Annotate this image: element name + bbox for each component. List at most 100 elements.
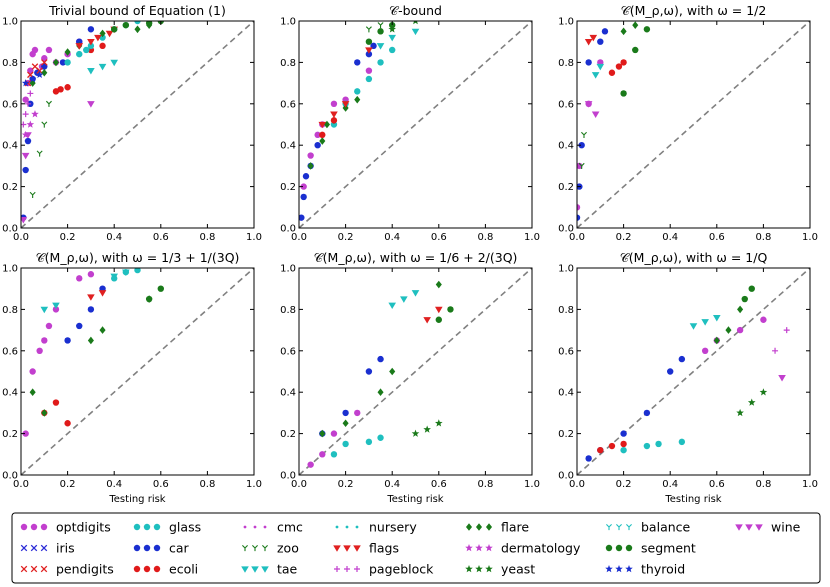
legend-marker-nursery — [345, 525, 349, 529]
legend-marker-zoo — [242, 545, 248, 552]
point-glass — [365, 75, 373, 83]
point-car — [365, 368, 373, 375]
legend-marker-thyroid — [605, 565, 613, 573]
axes-frame — [576, 20, 811, 229]
legend-item-wine: wine — [735, 520, 801, 535]
x-tick-label: 1.0 — [802, 232, 818, 243]
legend-marker-iris — [30, 544, 38, 552]
legend-marker-tae — [241, 566, 249, 573]
point-glass — [122, 268, 130, 276]
legend: optdigits iris pendigits glass car ecoli cmc zo… — [11, 512, 821, 584]
point-tae — [40, 306, 49, 314]
diagonal-line — [298, 20, 533, 229]
point-flare — [354, 95, 361, 104]
point-optdigits — [29, 368, 36, 375]
point-car — [620, 430, 627, 437]
points — [307, 280, 454, 468]
point-optdigits — [300, 183, 307, 190]
x-tick-label: 0.0 — [569, 232, 585, 243]
point-tae — [596, 63, 605, 71]
x-tick-label: 0.4 — [384, 232, 400, 243]
point-tae — [411, 28, 420, 36]
diagonal-line — [576, 20, 811, 229]
x-tick-label: 0.6 — [153, 479, 169, 490]
legend-marker-dermatology — [475, 544, 483, 552]
point-optdigits — [701, 347, 709, 354]
x-tick-label: 0.4 — [106, 479, 122, 490]
point-zoo — [41, 121, 48, 128]
x-tick-label: 0.8 — [199, 479, 215, 490]
legend-marker-ecoli — [133, 565, 141, 573]
point-flare — [725, 326, 732, 334]
y-tick-label: 0.8 — [280, 58, 296, 69]
diagonal-line — [20, 267, 255, 476]
legend-label: nursery — [369, 520, 417, 535]
x-axis-label: Testing risk — [108, 494, 165, 505]
point-tae — [110, 59, 118, 67]
point-flags — [365, 47, 373, 54]
y-tick-label: 0.4 — [280, 141, 296, 152]
x-tick-label: 1.0 — [524, 232, 540, 243]
legend-marker-zoo — [262, 545, 268, 552]
point-wine — [591, 111, 600, 118]
point-ecoli — [597, 446, 604, 454]
legend-marker-optdigits — [40, 523, 48, 531]
legend-label: cmc — [277, 520, 303, 535]
point-yeast — [759, 388, 768, 396]
point-flare — [620, 27, 627, 36]
point-optdigits — [31, 46, 39, 54]
panel-title: Trivial bound of Equation (1) — [48, 3, 226, 18]
point-flare — [64, 48, 71, 56]
x-tick-label: 0.2 — [338, 479, 354, 490]
point-wine — [87, 101, 95, 108]
point-zoo — [29, 191, 36, 198]
legend-label: balance — [641, 520, 691, 535]
point-segment — [111, 26, 118, 33]
point-glass — [377, 59, 384, 66]
point-tae — [701, 319, 709, 326]
point-ecoli — [64, 84, 71, 91]
x-tick-label: 0.6 — [709, 232, 725, 243]
point-tae — [411, 290, 420, 297]
point-segment — [643, 26, 651, 33]
point-ecoli — [620, 59, 627, 66]
point-yeast — [736, 408, 744, 417]
x-tick-label: 1.0 — [524, 479, 540, 490]
point-ecoli — [99, 42, 106, 50]
point-optdigits — [577, 204, 581, 211]
y-tick-label: 0.0 — [2, 224, 18, 235]
point-tae — [388, 302, 396, 310]
y-tick-label: 1.0 — [280, 17, 296, 28]
legend-item-zoo: zoo — [242, 541, 299, 556]
point-flare — [87, 336, 94, 345]
legend-label: tae — [277, 562, 298, 577]
y-tick-label: 0.4 — [558, 388, 574, 399]
legend-item-nursery: nursery — [335, 520, 417, 535]
legend-marker-flags — [333, 545, 341, 552]
y-tick-label: 0.2 — [2, 182, 18, 193]
x-tick-label: 0.8 — [755, 479, 771, 490]
point-flags — [589, 34, 598, 42]
axes-frame — [298, 20, 533, 229]
point-tae — [87, 68, 95, 75]
legend-marker-cmc — [263, 525, 267, 529]
point-car — [667, 368, 674, 375]
point-segment — [365, 38, 373, 45]
point-flags — [330, 111, 338, 118]
point-flare — [319, 429, 326, 438]
y-tick-label: 0.4 — [2, 388, 18, 399]
point-flags — [341, 101, 350, 108]
point-glass — [354, 88, 361, 95]
point-car — [299, 214, 305, 221]
panel-title: 𝒞(M_ρ,ω), with ω = 1/2 — [621, 3, 767, 18]
point-segment — [741, 295, 748, 303]
legend-marker-yeast — [485, 565, 493, 573]
x-tick-label: 0.0 — [13, 232, 29, 243]
point-car — [87, 26, 95, 33]
point-car — [578, 142, 585, 149]
x-tick-label: 1.0 — [246, 479, 262, 490]
legend-item-flare: flare — [465, 520, 529, 535]
legend-item-glass: glass — [133, 520, 201, 535]
point-zoo — [578, 162, 585, 170]
panel-title: 𝒞(M_ρ,ω), with ω = 1/Q — [620, 250, 768, 265]
